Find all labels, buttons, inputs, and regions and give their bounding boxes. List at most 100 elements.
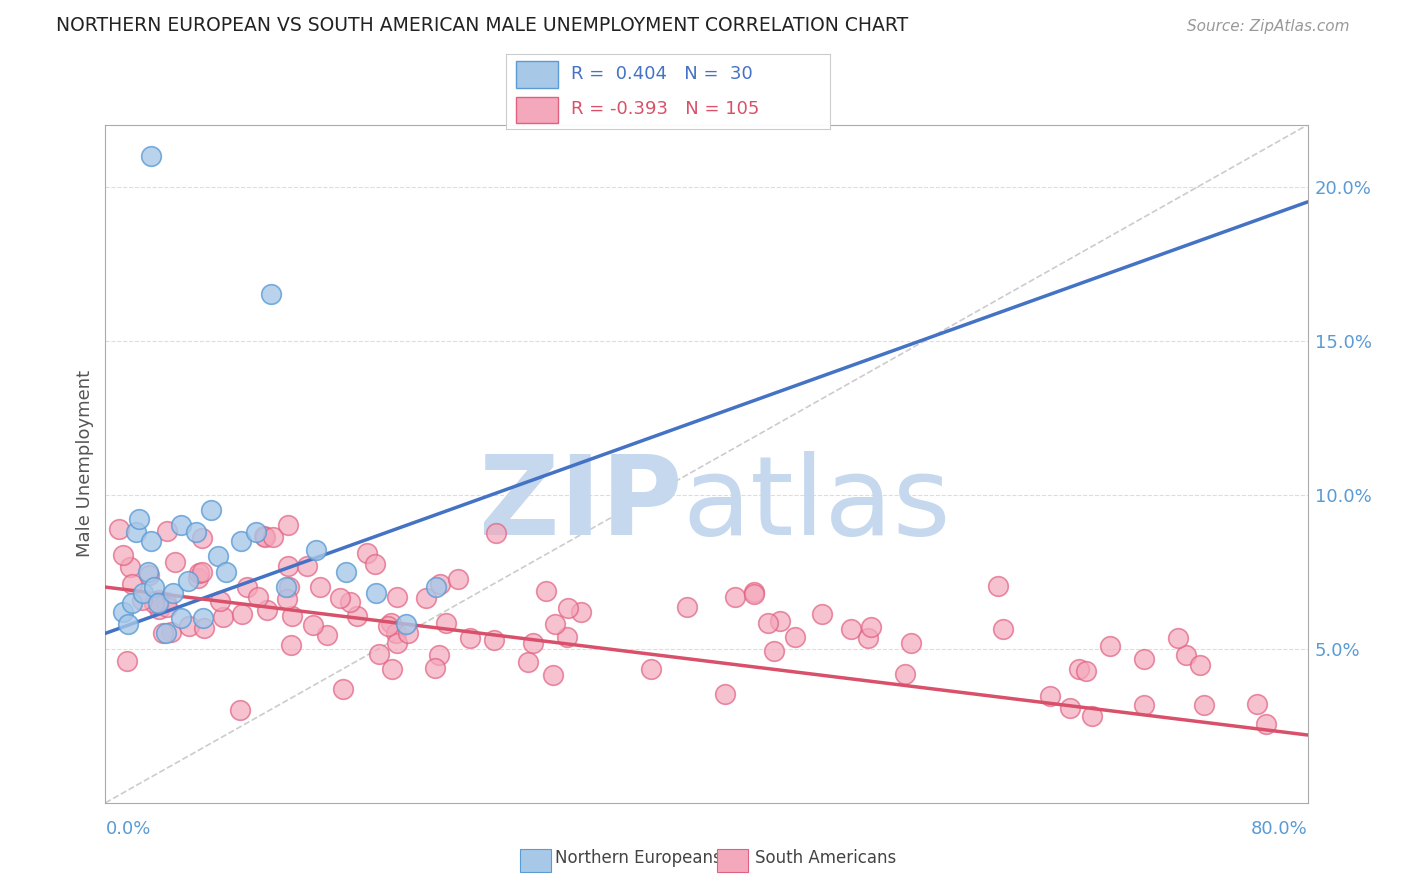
Point (993, 623, 1015, 637)
Point (128, 512, 150, 526)
Point (1074, 664, 1097, 678)
Point (555, 630, 578, 644)
Point (723, 590, 745, 604)
Point (200, 503, 222, 517)
Point (231, 607, 253, 621)
Point (256, 602, 278, 616)
Point (302, 617, 325, 632)
Point (138, 568, 160, 582)
Point (339, 595, 361, 609)
Point (364, 557, 387, 571)
Point (385, 626, 408, 640)
Point (458, 631, 481, 645)
Text: atlas: atlas (682, 451, 950, 558)
Point (900, 635, 922, 649)
Point (118, 560, 141, 574)
Point (211, 610, 233, 624)
Point (278, 580, 301, 594)
Point (148, 601, 170, 615)
Point (395, 617, 418, 632)
Point (228, 703, 250, 717)
Point (385, 636, 408, 650)
Point (139, 533, 162, 548)
Text: Northern Europeans: Northern Europeans (555, 849, 723, 867)
Bar (516, 96, 558, 123)
Point (309, 580, 332, 594)
Point (277, 517, 299, 532)
Point (544, 616, 567, 631)
Point (380, 662, 402, 676)
Point (1174, 648, 1197, 662)
Point (332, 681, 354, 696)
Point (274, 580, 297, 594)
Point (191, 531, 214, 545)
Point (191, 566, 214, 580)
Point (121, 595, 143, 609)
Point (427, 648, 450, 662)
Point (229, 533, 252, 548)
Point (783, 630, 806, 644)
Point (193, 621, 215, 635)
Point (429, 577, 451, 591)
Point (557, 601, 579, 615)
Point (209, 594, 232, 608)
Point (155, 595, 177, 609)
Point (517, 656, 540, 670)
Point (1132, 652, 1154, 666)
Text: 0.0%: 0.0% (105, 820, 150, 838)
Point (335, 565, 357, 579)
Point (235, 580, 257, 594)
Point (191, 611, 214, 625)
Point (484, 525, 506, 540)
Point (859, 620, 882, 634)
Point (214, 565, 236, 579)
Point (1098, 639, 1121, 653)
Point (108, 522, 131, 536)
Point (1254, 717, 1277, 731)
Point (277, 559, 299, 574)
Point (207, 549, 229, 564)
Point (713, 687, 735, 701)
Bar (516, 62, 558, 87)
Point (356, 546, 378, 560)
Point (281, 608, 304, 623)
Point (1069, 662, 1091, 676)
Point (1246, 697, 1268, 711)
Point (139, 149, 162, 163)
Point (160, 624, 183, 639)
Point (415, 591, 437, 606)
Point (522, 636, 544, 650)
Point (115, 654, 138, 668)
Point (810, 607, 832, 622)
Point (541, 668, 564, 682)
Point (640, 662, 662, 676)
Point (148, 592, 170, 607)
Point (276, 592, 298, 607)
Point (742, 585, 765, 599)
Point (1081, 709, 1104, 723)
Point (364, 586, 387, 600)
Point (569, 605, 592, 619)
Point (152, 626, 174, 640)
Point (155, 626, 177, 640)
Point (253, 529, 276, 543)
Point (156, 599, 179, 614)
Point (165, 555, 187, 569)
Text: 80.0%: 80.0% (1251, 820, 1308, 838)
Point (768, 614, 790, 628)
Point (329, 591, 352, 606)
Point (368, 647, 391, 661)
Point (142, 596, 165, 610)
Point (894, 666, 917, 681)
Point (169, 518, 191, 533)
Point (117, 617, 139, 632)
Point (534, 583, 557, 598)
Point (346, 608, 368, 623)
Point (124, 524, 146, 539)
Point (756, 615, 779, 630)
Point (380, 616, 402, 631)
Point (112, 605, 135, 619)
Point (484, 632, 506, 647)
Point (316, 628, 339, 642)
Point (1038, 689, 1060, 703)
